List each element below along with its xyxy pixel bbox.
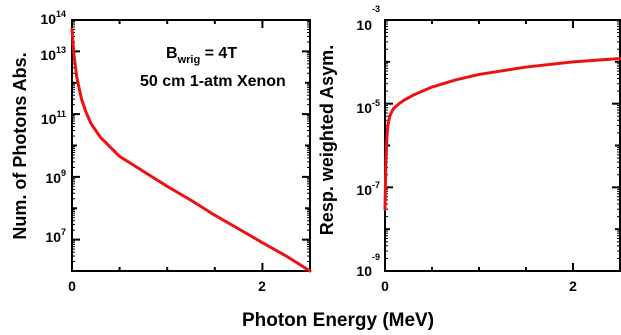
left-series-line: [70, 27, 312, 273]
left-y-tick-label-14: 1014: [40, 9, 66, 27]
left-y-tick-label-11: 1011: [41, 109, 66, 127]
right-x-tick-label-0: 0: [381, 278, 389, 294]
left-x-ticks: [71, 20, 311, 271]
annotation-target: 50 cm 1-atm Xenon: [140, 73, 286, 90]
right-plot-frame: [384, 19, 621, 272]
right-series-line: [383, 57, 621, 211]
right-y-tick-label-5: 10-5: [356, 98, 380, 116]
right-y-ticks: [385, 19, 620, 272]
left-y-ticks: [72, 19, 310, 272]
right-y-axis-label: Resp. weighted Asym.: [317, 45, 337, 235]
right-x-ticks: [384, 20, 621, 271]
right-y-tick-label-3: 10-3: [356, 4, 380, 33]
left-y-tick-label-9: 109: [45, 168, 66, 186]
left-x-tick-label-0: 0: [68, 278, 76, 294]
right-y-tick-label-7: 10-7: [356, 180, 380, 198]
x-axis-label: Photon Energy (MeV): [242, 310, 434, 331]
left-y-axis-label: Num. of Photons Abs.: [10, 52, 30, 239]
left-y-tick-label-13: 1013: [40, 45, 66, 63]
right-panel: 0 2 10-3 10-5 10-7 10-9 Resp. weighted A…: [317, 4, 621, 294]
left-y-tick-label-7: 107: [45, 227, 66, 245]
annotation-field-strength: Bwrig = 4T: [166, 45, 237, 66]
left-panel: 0 2 107 109 1011 1013 1014 Num. of Photo…: [10, 9, 312, 294]
left-x-tick-label-2: 2: [258, 278, 266, 294]
right-x-tick-label-2: 2: [569, 278, 577, 294]
right-y-tick-label-9: 10-9: [356, 252, 380, 279]
